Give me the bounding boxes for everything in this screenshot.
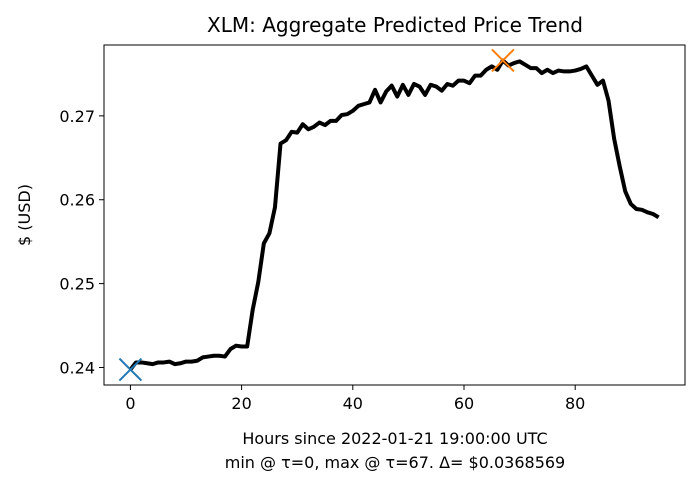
x-axis-caption: min @ τ=0, max @ τ=67. Δ= $0.0368569 [225,453,565,472]
extreme-marker [118,357,143,382]
y-tick-label: 0.27 [59,107,95,126]
y-axis-label: $ (USD) [15,184,34,246]
y-tick-label: 0.24 [59,358,95,377]
x-tick-label: 40 [343,394,363,413]
chart-title: XLM: Aggregate Predicted Price Trend [207,13,583,37]
x-tick-label: 80 [565,394,585,413]
x-tick-label: 0 [125,394,135,413]
x-tick-label: 60 [454,394,474,413]
plot-frame [103,44,686,386]
y-tick-label: 0.25 [59,275,95,294]
y-tick-label: 0.26 [59,191,95,210]
line-series [128,58,660,371]
x-tick-label: 20 [231,394,251,413]
extreme-marker [491,48,515,73]
x-axis-label: Hours since 2022-01-21 19:00:00 UTC [242,429,547,448]
